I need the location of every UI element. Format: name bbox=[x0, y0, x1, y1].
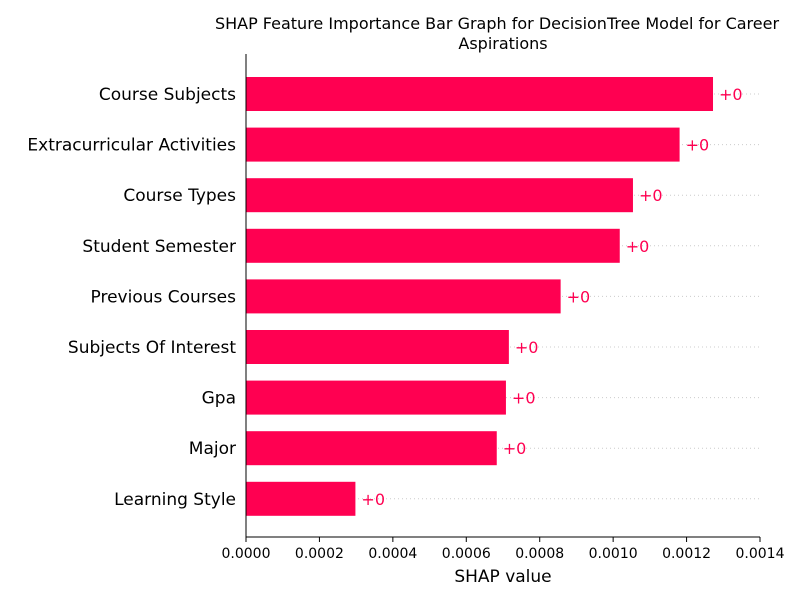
bar-course-subjects bbox=[246, 77, 714, 111]
value-label: +0 bbox=[503, 439, 527, 458]
value-label: +0 bbox=[567, 287, 591, 306]
x-tick-label: 0.0002 bbox=[295, 546, 344, 562]
bar-learning-style bbox=[246, 481, 356, 516]
x-tick-label: 0.0010 bbox=[589, 546, 638, 562]
x-axis: 0.0000 0.0002 0.0004 0.0006 0.0008 0.0010 0.00… bbox=[222, 54, 785, 562]
x-tick-label: 0.0006 bbox=[442, 546, 491, 562]
bars bbox=[246, 77, 714, 516]
feature-label: Learning Style bbox=[114, 490, 236, 510]
bar-student-semester bbox=[246, 228, 620, 263]
x-tick-label: 0.0014 bbox=[736, 546, 785, 562]
value-label: +0 bbox=[639, 186, 663, 205]
feature-label: Student Semester bbox=[82, 237, 236, 257]
value-label: +0 bbox=[719, 85, 743, 104]
bar-major bbox=[246, 431, 497, 466]
chart-title: SHAP Feature Importance Bar Graph for De… bbox=[215, 14, 780, 53]
bar-subjects-of-interest bbox=[246, 330, 509, 364]
bar-gpa bbox=[246, 380, 506, 415]
feature-label: Gpa bbox=[202, 389, 236, 409]
chart-title-line-2: Aspirations bbox=[458, 34, 547, 53]
x-tick-label: 0.0004 bbox=[368, 546, 417, 562]
value-label: +0 bbox=[686, 136, 710, 155]
value-label: +0 bbox=[515, 338, 539, 357]
bar-extracurricular-activities bbox=[246, 127, 680, 162]
feature-label: Previous Courses bbox=[91, 287, 237, 307]
x-tick-label: 0.0012 bbox=[662, 546, 711, 562]
bar-previous-courses bbox=[246, 279, 561, 314]
feature-label: Major bbox=[189, 439, 236, 459]
value-label: +0 bbox=[512, 389, 536, 408]
x-tick-label: 0.0000 bbox=[222, 546, 271, 562]
value-label: +0 bbox=[626, 237, 650, 256]
feature-label: Course Subjects bbox=[99, 85, 236, 105]
feature-label: Course Types bbox=[123, 186, 236, 206]
value-label: +0 bbox=[361, 490, 385, 509]
x-tick-label: 0.0008 bbox=[515, 546, 564, 562]
bar-course-types bbox=[246, 178, 633, 213]
x-axis-title: SHAP value bbox=[454, 567, 551, 587]
feature-label: Subjects Of Interest bbox=[68, 338, 236, 358]
feature-label: Extracurricular Activities bbox=[27, 136, 236, 156]
feature-labels: Course Subjects Extracurricular Activitie… bbox=[27, 85, 236, 510]
value-labels: +0 +0 +0 +0 +0 +0 +0 +0 +0 bbox=[361, 85, 742, 509]
chart-title-line-1: SHAP Feature Importance Bar Graph for De… bbox=[215, 14, 780, 33]
